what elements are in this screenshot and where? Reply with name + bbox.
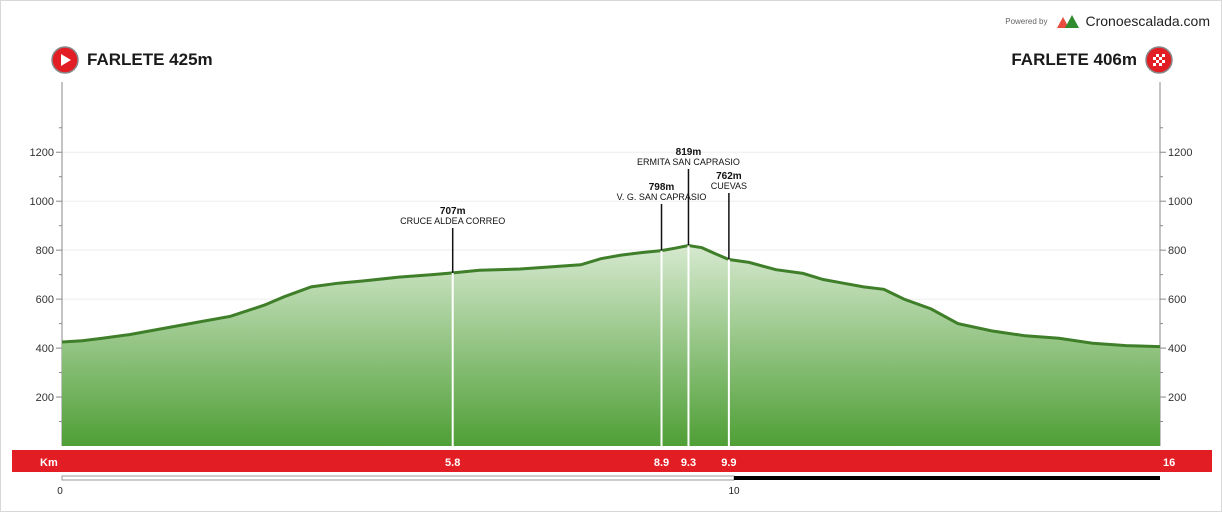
waypoint-name: V. G. SAN CAPRASIO: [617, 192, 707, 202]
start-point: FARLETE 425m: [51, 46, 213, 74]
y-tick-label-right: 400: [1168, 343, 1186, 355]
scale-bar-white: [61, 475, 735, 481]
start-label: FARLETE 425m: [87, 50, 213, 69]
mountain-logo-icon: [1057, 15, 1080, 28]
y-tick-label-right: 600: [1168, 294, 1186, 306]
waypoint-elevation: 798m: [649, 182, 675, 193]
checkered-flag-icon: [1145, 46, 1173, 74]
waypoint-elevation: 707m: [440, 206, 466, 217]
waypoint-elevation: 819m: [676, 147, 702, 158]
powered-by-label: Powered by: [1005, 16, 1048, 26]
y-tick-label-left: 200: [36, 392, 54, 404]
waypoint-elevation: 762m: [716, 171, 742, 182]
y-tick-label-right: 800: [1168, 245, 1186, 257]
y-tick-label-right: 1000: [1168, 196, 1192, 208]
waypoint-km-label: 8.9: [654, 457, 669, 469]
km-end-label: 16: [1163, 457, 1175, 469]
scale-label-mid: 10: [728, 486, 740, 497]
brand-site-name: Cronoescalada.com: [1085, 13, 1210, 29]
y-tick-label-right: 1200: [1168, 147, 1192, 159]
waypoint-km-label: 9.3: [681, 457, 696, 469]
y-tick-label-left: 1200: [30, 147, 54, 159]
km-axis-bar: [12, 450, 1212, 472]
waypoint-km-label: 5.8: [445, 457, 460, 469]
y-tick-label-left: 800: [36, 245, 54, 257]
brand[interactable]: Powered by Cronoescalada.com: [1005, 13, 1210, 29]
scale-label-start: 0: [57, 486, 63, 497]
y-tick-label-right: 200: [1168, 392, 1186, 404]
waypoint-name: CUEVAS: [711, 181, 747, 191]
finish-label: FARLETE 406m: [1011, 50, 1137, 69]
scale-bar-black: [734, 476, 1160, 480]
waypoint-name: CRUCE ALDEA CORREO: [400, 216, 505, 226]
finish-point: FARLETE 406m: [1011, 46, 1173, 74]
elevation-area: [62, 245, 1160, 446]
play-icon: [51, 46, 79, 74]
y-tick-label-left: 1000: [30, 196, 54, 208]
km-axis-label: Km: [40, 457, 58, 469]
y-tick-label-left: 600: [36, 294, 54, 306]
elevation-line: [61, 243, 1161, 349]
waypoint-km-label: 9.9: [721, 457, 736, 469]
waypoint-name: ERMITA SAN CAPRASIO: [637, 157, 740, 167]
y-tick-label-left: 400: [36, 343, 54, 355]
